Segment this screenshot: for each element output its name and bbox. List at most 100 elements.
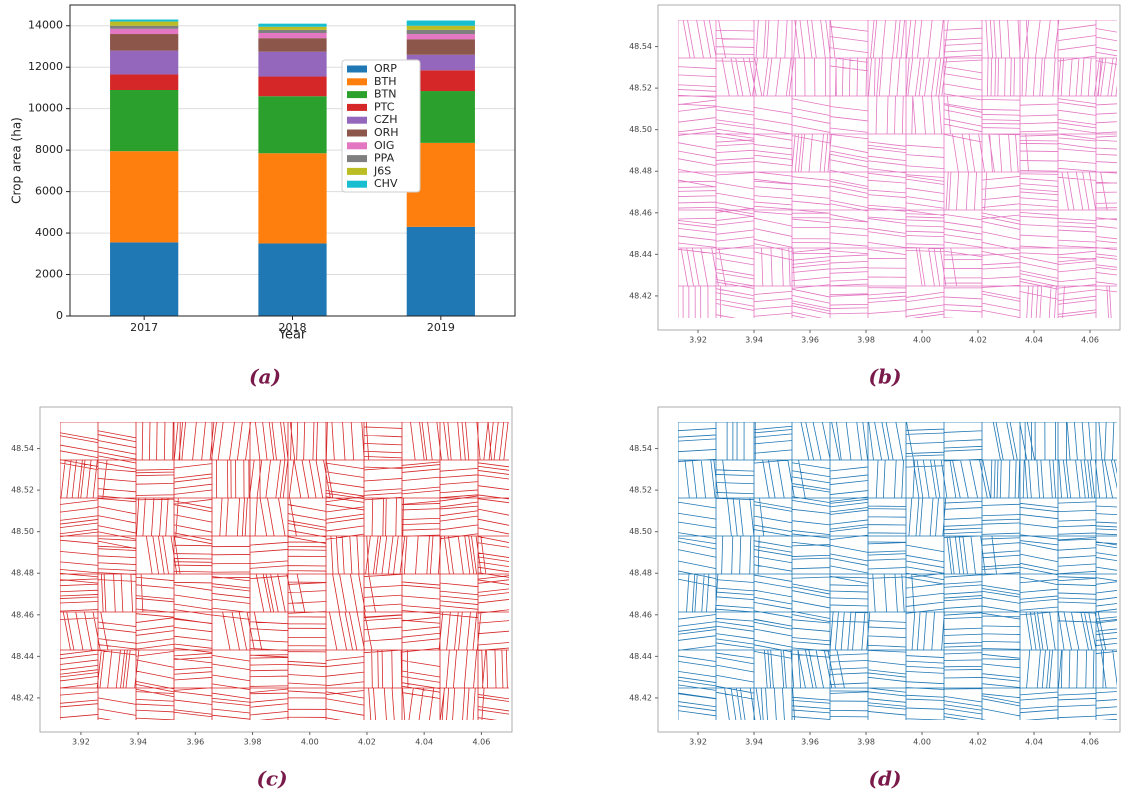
legend-swatch <box>347 167 367 175</box>
bar-segment <box>406 70 475 92</box>
y-axis-label: Crop area (ha) <box>10 117 24 204</box>
y-tick-label: 48.54 <box>11 444 34 453</box>
y-tick-label: 48.42 <box>11 693 34 702</box>
y-tick-label: 48.42 <box>629 291 652 300</box>
legend-label: ORH <box>374 126 399 139</box>
y-tick-label: 48.50 <box>11 527 34 536</box>
x-tick-label: 3.92 <box>689 336 707 345</box>
legend-swatch <box>347 116 367 124</box>
x-tick-label: 3.98 <box>857 738 875 747</box>
y-tick-label: 14000 <box>28 19 63 32</box>
bar-segment <box>258 153 327 244</box>
bar-segment <box>110 242 179 316</box>
y-tick-label: 48.50 <box>629 527 652 536</box>
x-tick-label: 4.06 <box>1081 336 1099 345</box>
map-frame <box>657 406 1121 733</box>
y-tick-label: 10000 <box>28 102 63 115</box>
bar-segment <box>110 19 179 22</box>
y-tick-label: 48.52 <box>11 486 34 495</box>
bar-segment <box>258 29 327 33</box>
x-tick-label: 3.96 <box>801 738 819 747</box>
y-tick-label: 2000 <box>35 268 63 281</box>
plot-frame <box>69 4 516 317</box>
legend-swatch <box>347 155 367 163</box>
y-tick-label: 0 <box>56 309 63 322</box>
bar-segment <box>406 25 475 30</box>
x-tick-label: 4.02 <box>969 738 987 747</box>
bar-segment <box>258 32 327 39</box>
y-tick-label: 48.42 <box>629 693 652 702</box>
y-tick-label: 48.48 <box>11 569 34 578</box>
bar-segment <box>258 243 327 316</box>
bar-segment <box>258 96 327 154</box>
caption: (d) <box>869 767 902 791</box>
legend-label: CZH <box>374 113 398 126</box>
x-tick-label: 3.96 <box>186 738 204 747</box>
x-tick-label: 2017 <box>130 321 158 334</box>
y-tick-label: 48.54 <box>629 42 652 51</box>
bar-segment <box>110 90 179 152</box>
y-tick-label: 48.46 <box>11 610 34 619</box>
x-tick-label: 4.02 <box>969 336 987 345</box>
legend-label: OIG <box>374 139 394 152</box>
y-tick-label: 48.46 <box>629 610 652 619</box>
bar-segment <box>258 51 327 77</box>
y-tick-label: 48.48 <box>629 167 652 176</box>
bar-segment <box>258 38 327 52</box>
bar-segment <box>110 34 179 51</box>
y-tick-label: 48.50 <box>629 125 652 134</box>
y-tick-label: 48.44 <box>629 652 652 661</box>
bar-segment <box>110 28 179 35</box>
x-tick-label: 4.00 <box>913 336 931 345</box>
field-boundaries <box>678 422 1117 720</box>
x-tick-label: 4.04 <box>415 738 433 747</box>
bar-segment <box>258 23 327 27</box>
legend-label: CHV <box>374 177 398 190</box>
legend-swatch <box>347 180 367 188</box>
x-tick-label: 3.98 <box>244 738 262 747</box>
x-tick-label: 4.00 <box>913 738 931 747</box>
y-tick-label: 48.46 <box>629 208 652 217</box>
field-boundaries <box>60 422 509 720</box>
y-tick-label: 48.48 <box>629 569 652 578</box>
bar-segment <box>110 25 179 29</box>
y-tick-label: 48.44 <box>629 250 652 259</box>
x-tick-label: 3.94 <box>745 738 763 747</box>
field-boundaries <box>678 20 1117 318</box>
x-tick-label: 4.06 <box>472 738 490 747</box>
y-tick-label: 48.54 <box>629 444 652 453</box>
x-tick-label: 3.94 <box>745 336 763 345</box>
x-tick-label: 2018 <box>279 321 307 334</box>
bar-segment <box>406 54 475 71</box>
legend-label: BTN <box>374 88 397 101</box>
legend-swatch <box>347 91 367 99</box>
legend-swatch <box>347 103 367 111</box>
x-tick-label: 3.92 <box>689 738 707 747</box>
legend-swatch <box>347 78 367 86</box>
bar-segment <box>110 74 179 91</box>
x-tick-label: 4.00 <box>301 738 319 747</box>
caption: (b) <box>869 365 902 389</box>
y-tick-label: 48.44 <box>11 652 34 661</box>
legend-swatch <box>347 142 367 150</box>
bar-segment <box>258 26 327 30</box>
legend-label: ORP <box>374 62 397 75</box>
map-frame <box>657 4 1121 331</box>
x-tick-label: 3.96 <box>801 336 819 345</box>
y-tick-label: 8000 <box>35 143 63 156</box>
y-tick-label: 6000 <box>35 185 63 198</box>
bar-segment <box>406 39 475 55</box>
legend-swatch <box>347 129 367 137</box>
legend-label: PPA <box>374 152 395 165</box>
bar-segment <box>110 50 179 75</box>
legend-label: PTC <box>374 100 395 113</box>
map-frame <box>39 406 513 733</box>
caption: (c) <box>256 767 287 791</box>
bar-segment <box>258 76 327 97</box>
bar-segment <box>110 151 179 243</box>
y-tick-label: 4000 <box>35 226 63 239</box>
x-tick-label: 4.04 <box>1025 738 1043 747</box>
bar-segment <box>406 20 475 26</box>
legend-label: J6S <box>373 164 391 177</box>
